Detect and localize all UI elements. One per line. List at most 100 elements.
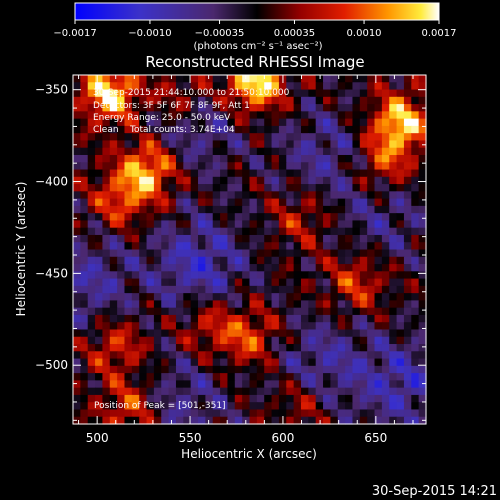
heatmap-cell (381, 416, 390, 425)
heatmap-cell (323, 82, 331, 91)
heatmap-cell (374, 169, 383, 178)
heatmap-cell (264, 220, 273, 229)
heatmap-cell (264, 373, 273, 381)
heatmap-cell (352, 402, 361, 411)
heatmap-cell (227, 205, 236, 214)
heatmap-cell (95, 125, 104, 134)
heatmap-cell (308, 169, 317, 178)
heatmap-cell (389, 271, 398, 280)
heatmap-cell (212, 96, 221, 105)
heatmap-cell (330, 365, 339, 374)
heatmap-cell (95, 242, 104, 251)
heatmap-cell (205, 264, 214, 272)
heatmap-cell (323, 351, 331, 360)
heatmap-cell (117, 278, 126, 287)
heatmap-cell (183, 154, 192, 163)
heatmap-cell (161, 213, 170, 222)
heatmap-cell (131, 351, 140, 360)
heatmap-cell (293, 111, 302, 120)
heatmap-cell (95, 329, 104, 338)
heatmap-cell (418, 264, 427, 272)
heatmap-cell (198, 104, 206, 112)
heatmap-cell (234, 249, 243, 258)
heatmap-cell (411, 227, 420, 236)
heatmap-cell (175, 249, 184, 258)
heatmap-cell (411, 307, 420, 316)
heatmap-cell (286, 344, 295, 352)
heatmap-cell (227, 264, 236, 272)
heatmap-cell (367, 285, 376, 294)
heatmap-cell (220, 409, 229, 418)
heatmap-cell (117, 365, 126, 374)
heatmap-cell (308, 234, 317, 243)
heatmap-cell (80, 176, 89, 185)
heatmap-cell (381, 329, 390, 338)
heatmap-cell (396, 256, 405, 265)
heatmap-cell (234, 365, 243, 374)
heatmap-cell (256, 111, 265, 120)
heatmap-cell (73, 133, 81, 142)
heatmap-cell (227, 213, 236, 222)
heatmap-cell (389, 278, 398, 287)
heatmap-cell (315, 387, 324, 396)
heatmap-cell (323, 111, 331, 120)
heatmap-cell (183, 314, 192, 323)
heatmap-cell (168, 176, 177, 185)
heatmap-cell (212, 147, 221, 156)
heatmap-cell (87, 140, 96, 149)
heatmap-cell (271, 256, 280, 265)
heatmap-cell (139, 344, 148, 352)
heatmap-cell (411, 162, 420, 171)
heatmap-cell (234, 329, 243, 338)
heatmap-cell (278, 242, 287, 251)
heatmap-cell (256, 293, 265, 301)
heatmap-cell (161, 82, 170, 91)
heatmap-cell (117, 329, 126, 338)
heatmap-cell (293, 205, 302, 214)
heatmap-cell (227, 358, 236, 367)
heatmap-cell (323, 416, 331, 425)
heatmap-cell (220, 118, 229, 127)
heatmap-cell (80, 82, 89, 91)
heatmap-cell (87, 169, 96, 178)
heatmap-cell (220, 387, 229, 396)
heatmap-cell (175, 96, 184, 105)
heatmap-cell (168, 409, 177, 418)
heatmap-cell (95, 191, 104, 200)
heatmap-cell (278, 344, 287, 352)
heatmap-cell (389, 380, 398, 389)
heatmap-cell (396, 409, 405, 418)
heatmap-cell (403, 169, 412, 178)
heatmap-cell (124, 234, 133, 243)
heatmap-cell (300, 373, 309, 381)
heatmap-cell (95, 96, 104, 105)
heatmap-cell (87, 89, 96, 98)
heatmap-cell (396, 104, 405, 112)
heatmap-cell (271, 89, 280, 98)
heatmap-cell (315, 242, 324, 251)
heatmap-cell (190, 351, 199, 360)
heatmap-cell (403, 322, 412, 331)
heatmap-cell (124, 300, 133, 309)
heatmap-cell (183, 278, 192, 287)
heatmap-cell (190, 104, 199, 112)
heatmap-cell (278, 373, 287, 381)
heatmap-cell (95, 278, 104, 287)
heatmap-cell (175, 147, 184, 156)
heatmap-cell (367, 387, 376, 396)
heatmap-cell (300, 293, 309, 301)
heatmap-cell (198, 300, 206, 309)
heatmap-cell (418, 169, 427, 178)
heatmap-cell (117, 380, 126, 389)
heatmap-cell (403, 213, 412, 222)
heatmap-cell (278, 162, 287, 171)
heatmap-cell (330, 89, 339, 98)
heatmap-cell (411, 394, 420, 403)
heatmap-cell (80, 344, 89, 352)
heatmap-cell (87, 402, 96, 411)
heatmap-cell (80, 416, 89, 425)
peak-position-label: Position of Peak = [501,-351] (94, 401, 226, 411)
heatmap-cell (308, 242, 317, 251)
heatmap-cell (80, 213, 89, 222)
